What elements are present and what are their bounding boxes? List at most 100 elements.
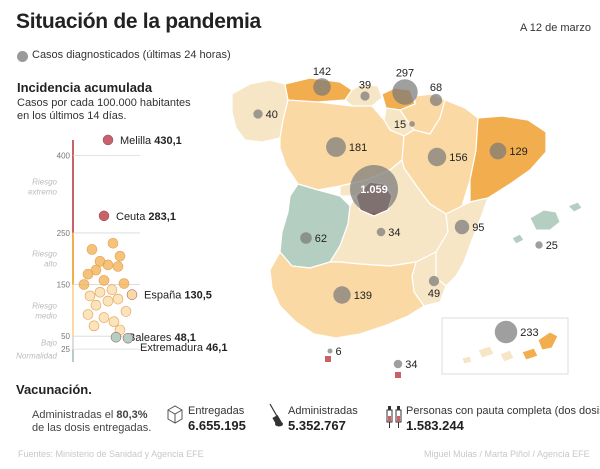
incidence-point-label: Baleares 48,1 [128,332,196,344]
map-bubble-label: 1.059 [360,184,388,196]
incidence-point [98,275,110,286]
legend-bubble-swatch [17,51,28,62]
incidence-point [82,268,94,280]
map-bubble [494,320,518,344]
region-canarias-east [537,331,559,351]
region-ceuta [325,356,331,362]
incidence-labeled-point [126,289,138,300]
map-bubble-label: 233 [520,327,538,339]
incidence-point [84,290,96,302]
map-bubble-label: 34 [405,359,417,371]
incidence-point-label: Ceuta 283,1 [116,211,176,223]
map-bubble-label: 25 [546,240,558,252]
incidence-point-label: Extremadura 46,1 [140,342,227,354]
incidence-labeled-point [98,210,110,222]
incidence-point [118,278,130,289]
region-canarias-west [477,345,495,359]
incidence-point [106,284,118,296]
incidence-point-label: España 130,5 [144,290,212,302]
map-bubble [327,348,333,354]
map-bubble-label: 297 [396,67,414,79]
map-bubble [350,165,398,213]
incidence-subtitle-line1: Casos por cada 100.000 habitantes [17,97,191,109]
region-melilla [395,372,401,378]
incidence-point [90,299,102,311]
map-bubble [429,93,443,107]
incidence-tick-label: 50 [61,332,70,341]
administradas-label: Administradas [288,405,358,417]
incidence-subtitle-line2: en los últimos 14 días. [17,110,127,122]
map-bubble-label: 95 [472,222,484,234]
incidence-point [78,279,90,290]
map-bubble [392,79,418,105]
incidence-zone-label: Normalidad [16,352,57,361]
map-bubble-label: 139 [354,290,372,302]
incidence-zone-label: Riesgo [32,177,57,186]
map-bubble [376,227,386,237]
incidence-point [102,295,114,307]
region-canarias-west3 [461,355,473,365]
double-syringe-icon [386,406,402,428]
incidence-point [108,316,120,328]
vaccination-desc-line1: Administradas el 80,3% [32,409,148,421]
region-canarias-west2 [499,349,515,363]
page-title: Situación de la pandemia [16,10,261,33]
map-bubble-label: 15 [394,119,406,131]
pauta-value: 1.583.244 [406,418,464,433]
map-bubble-label: 34 [388,227,400,239]
map-bubble-label: 68 [430,82,442,94]
incidence-point [86,244,98,255]
map-bubble [253,109,263,119]
incidence-point [112,261,124,272]
incidence-tick-label: 400 [57,151,71,160]
incidence-tick-label: 150 [57,281,71,290]
map-bubble-label: 40 [266,109,278,121]
map-bubble-label: 62 [315,233,327,245]
pauta-label: Personas con pauta completa (dos dosis) [406,405,600,417]
map-bubble [393,359,403,369]
map-bubble [535,241,543,249]
region-cataluna [469,115,547,203]
map-bubble [313,78,331,96]
incidence-point [112,293,124,305]
map-bubble-label: 49 [428,288,440,300]
incidence-zone-label: extremo [28,187,57,196]
map-bubble [409,121,415,127]
box-icon [167,405,183,424]
map-bubble [326,137,346,157]
region-canarias-east2 [521,347,539,361]
incidence-labeled-point [122,332,134,344]
map-bubble-label: 129 [509,146,527,158]
footer-credits: Miguel Mulas / Marta Piñol / Agencia EFE [424,449,590,459]
incidence-labeled-point [102,134,114,146]
legend-label: Casos diagnosticados (últimas 24 horas) [32,49,231,61]
map-bubble-label: 142 [313,66,331,78]
date-label: A 12 de marzo [520,22,591,34]
incidence-zone-label: alto [44,260,57,269]
incidence-tick-label: 25 [61,345,70,354]
entregadas-value: 6.655.195 [188,418,246,433]
map-bubble [333,286,351,304]
incidence-tick-label: 250 [57,229,71,238]
map-bubble [300,232,312,244]
incidence-point [114,250,126,262]
administradas-value: 5.352.767 [288,418,346,433]
vaccination-title: Vacunación. [16,382,92,397]
incidence-zone-label: Bajo [41,339,58,348]
entregadas-label: Entregadas [188,405,245,417]
region-menorca [567,201,583,213]
map-bubble [360,91,370,101]
incidence-labeled-point [110,331,122,343]
map-bubble-label: 156 [449,152,467,164]
incidence-point [98,312,110,323]
map-bubble-label: 181 [349,142,367,154]
map-bubble [454,219,470,235]
incidence-title: Incidencia acumulada [17,80,153,95]
map-bubble [428,275,440,287]
incidence-point [120,306,132,317]
canarias-inset-frame [441,317,569,375]
syringe-icon [269,403,283,427]
map-bubble [427,147,447,167]
map-bubble [489,142,507,160]
